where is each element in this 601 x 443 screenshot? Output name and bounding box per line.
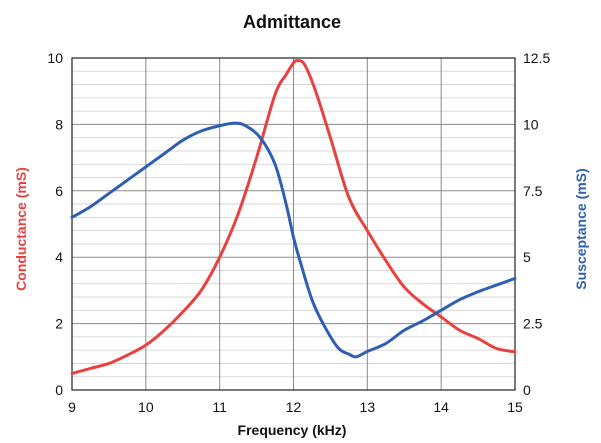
- x-tick-label: 12: [286, 399, 302, 415]
- y-left-tick-label: 0: [55, 382, 63, 398]
- y-right-tick-label: 10: [523, 116, 539, 132]
- chart-title: Admittance: [243, 12, 341, 32]
- y-left-tick-label: 10: [47, 50, 63, 66]
- y-left-tick-label: 4: [55, 249, 63, 265]
- y-left-tick-label: 8: [55, 116, 63, 132]
- y-left-axis-label: Conductance (mS): [13, 167, 29, 291]
- y-right-tick-label: 5: [523, 249, 531, 265]
- y-left-tick-label: 2: [55, 316, 63, 332]
- x-axis-label: Frequency (kHz): [238, 422, 347, 438]
- conductance-series-line: [70, 59, 517, 375]
- y-right-tick-label: 0: [523, 382, 531, 398]
- y-left-tick-label: 6: [55, 183, 63, 199]
- susceptance-series-line: [70, 121, 517, 359]
- series-layer: [70, 59, 517, 375]
- y-right-tick-label: 7.5: [523, 183, 543, 199]
- x-tick-label: 13: [360, 399, 376, 415]
- x-tick-label: 11: [212, 399, 227, 415]
- x-tick-label: 10: [138, 399, 154, 415]
- y-right-tick-label: 12.5: [523, 50, 550, 66]
- y-right-axis-label: Susceptance (mS): [573, 168, 589, 289]
- y-right-tick-label: 2.5: [523, 316, 543, 332]
- grid: [72, 58, 515, 390]
- x-tick-label: 15: [507, 399, 523, 415]
- x-tick-label: 14: [433, 399, 449, 415]
- x-tick-label: 9: [68, 399, 76, 415]
- plot-frame: [71, 57, 516, 391]
